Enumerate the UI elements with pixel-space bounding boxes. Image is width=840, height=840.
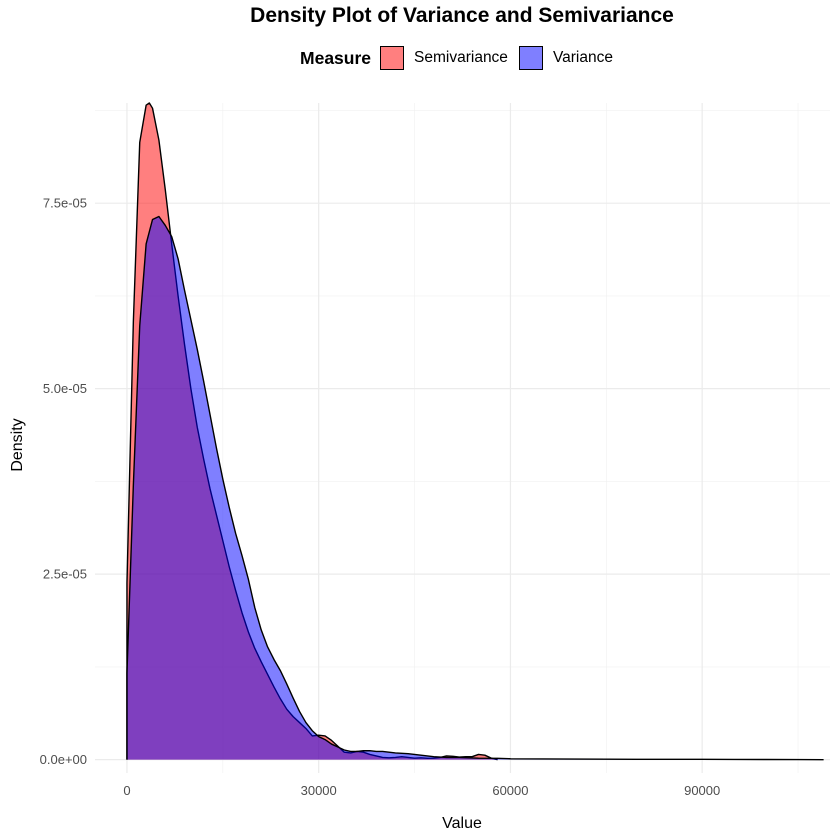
legend-title: Measure bbox=[300, 47, 372, 68]
legend-item-variance: Variance bbox=[518, 46, 613, 70]
x-tick-label: 60000 bbox=[492, 783, 528, 798]
x-tick-label: 0 bbox=[123, 783, 130, 798]
density-area-variance bbox=[126, 216, 824, 760]
y-tick-label: 5.0e-05 bbox=[43, 381, 87, 396]
legend-key-semivariance bbox=[380, 46, 405, 70]
y-tick-label: 7.5e-05 bbox=[43, 196, 87, 211]
legend-label-variance: Variance bbox=[552, 49, 613, 66]
x-tick-label: 30000 bbox=[301, 783, 337, 798]
minor-grid bbox=[95, 103, 830, 773]
y-axis-title: Density bbox=[9, 418, 26, 471]
x-axis-title: Value bbox=[442, 815, 482, 832]
y-tick-label: 2.5e-05 bbox=[43, 567, 87, 582]
density-line-variance bbox=[126, 215, 824, 761]
legend-key-variance bbox=[518, 46, 543, 70]
legend-label-semivariance: Semivariance bbox=[414, 49, 508, 66]
density-series bbox=[126, 102, 824, 761]
x-tick-label: 90000 bbox=[684, 783, 720, 798]
legend-item-semivariance: Semivariance bbox=[380, 46, 508, 70]
axis-ticks: 0 30000 60000 90000 0.0e+00 2.5e-05 5.0e-05 7.5… bbox=[40, 196, 721, 798]
y-tick-label: 0.0e+00 bbox=[40, 752, 87, 767]
legend: Measure Semivariance Variance bbox=[0, 46, 840, 70]
chart-title: Density Plot of Variance and Semivarianc… bbox=[250, 4, 674, 27]
